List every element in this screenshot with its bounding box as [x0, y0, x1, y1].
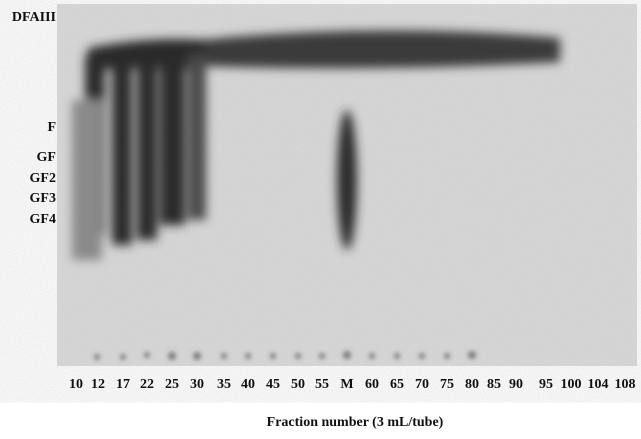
- lane-label: 90: [509, 377, 523, 392]
- lane-label: 30: [190, 377, 204, 392]
- labels: DFAIII F GF GF2 GF3 GF4 10 12 17 22 25 30 35 40 45 50 55…: [12, 10, 636, 430]
- lane-label: 12: [91, 377, 105, 392]
- lane-label: 80: [465, 377, 479, 392]
- row-label: GF: [37, 150, 56, 165]
- lane-label: 75: [440, 377, 454, 392]
- lane-label: 108: [615, 377, 636, 392]
- row-label: GF4: [30, 212, 56, 227]
- row-label: DFAIII: [12, 10, 56, 25]
- lane-label: 60: [365, 377, 379, 392]
- lane-label: 100: [561, 377, 582, 392]
- lane-label: 65: [390, 377, 404, 392]
- row-label: GF3: [30, 191, 56, 206]
- lane-label: 70: [415, 377, 429, 392]
- lane-label: M: [340, 377, 353, 392]
- lane-label: 35: [217, 377, 231, 392]
- lane-label: 25: [165, 377, 179, 392]
- lane-label: 50: [291, 377, 305, 392]
- lane-label: 85: [487, 377, 501, 392]
- lane-label: 17: [116, 377, 130, 392]
- axis-title: Fraction number (3 mL/tube): [267, 415, 444, 430]
- lane-label: 95: [539, 377, 553, 392]
- lane-label: 45: [266, 377, 280, 392]
- lane-label: 40: [241, 377, 255, 392]
- plate: [57, 4, 637, 366]
- lane-label: 22: [140, 377, 154, 392]
- row-label: F: [47, 120, 56, 135]
- lane-label: 55: [315, 377, 329, 392]
- lane-label: 104: [588, 377, 609, 392]
- lane-label: 10: [69, 377, 83, 392]
- row-label: GF2: [30, 171, 56, 186]
